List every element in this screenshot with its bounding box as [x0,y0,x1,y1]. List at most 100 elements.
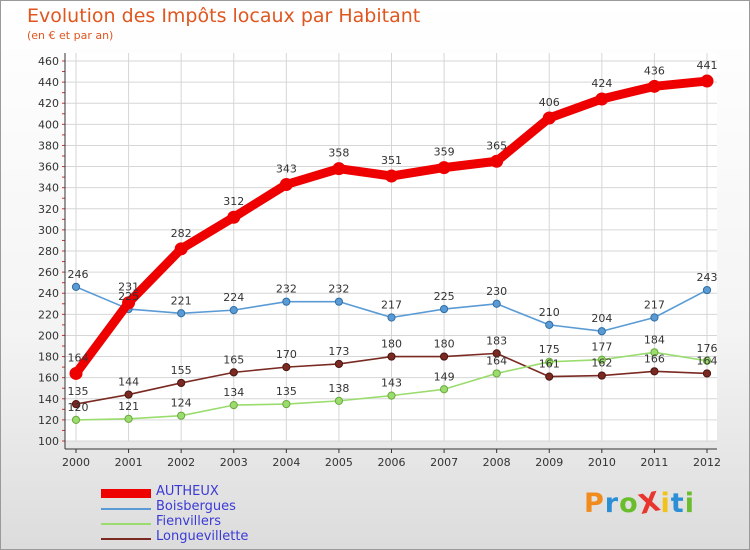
x-tick-label: 2004 [272,456,300,469]
x-tick-label: 2002 [167,456,195,469]
data-label-fienvillers: 177 [591,341,612,354]
data-label-fienvillers: 164 [486,354,507,367]
x-tick-label: 2003 [220,456,248,469]
data-point-autheux [332,162,346,176]
data-label-autheux: 358 [328,147,349,160]
logo-letter: o [619,488,639,519]
y-tick-label: 100 [38,435,59,448]
data-label-autheux: 282 [171,227,192,240]
data-point-boisbergues [545,320,554,329]
data-label-autheux: 351 [381,154,402,167]
data-label-fienvillers: 138 [328,382,349,395]
data-label-autheux: 359 [434,146,455,159]
data-point-fienvillers [387,391,396,400]
data-point-autheux [122,296,136,310]
data-point-fienvillers [439,385,449,394]
y-tick-label: 440 [38,76,59,89]
chart-subtitle: (en € et par an) [27,29,114,42]
data-label-longuevillette: 161 [539,358,560,371]
logo-letter: i [684,488,695,519]
y-tick-label: 400 [38,118,59,131]
data-label-autheux: 164 [68,351,89,364]
legend-label: Boisbergues [156,499,236,514]
data-point-fienvillers [71,415,81,424]
y-tick-label: 300 [38,224,59,237]
data-point-boisbergues [334,297,344,306]
data-label-boisbergues: 221 [171,294,192,307]
data-point-longuevillette [334,359,344,369]
data-label-autheux: 406 [539,96,560,109]
y-tick-label: 200 [38,329,59,342]
data-point-fienvillers [229,401,238,410]
data-point-autheux [437,161,451,175]
data-point-boisbergues [702,285,712,295]
data-label-longuevillette: 135 [68,385,89,398]
data-label-autheux: 424 [591,77,612,90]
data-label-boisbergues: 246 [68,268,89,281]
data-point-longuevillette [282,363,291,372]
data-label-fienvillers: 121 [118,400,139,413]
data-label-autheux: 231 [118,281,139,294]
data-point-fienvillers [177,411,186,420]
data-label-fienvillers: 149 [434,370,455,383]
data-point-longuevillette [124,390,133,399]
logo-letter: r [604,488,620,519]
data-label-autheux: 365 [486,139,507,152]
data-point-longuevillette [597,371,606,380]
data-point-autheux [490,154,504,168]
data-point-fienvillers [650,348,659,357]
y-tick-label: 180 [38,351,59,364]
data-point-autheux [279,178,293,191]
data-point-longuevillette [702,369,712,378]
y-tick-label: 380 [38,139,59,152]
data-label-longuevillette: 180 [381,338,402,351]
data-label-longuevillette: 180 [434,338,455,351]
y-tick-label: 360 [38,161,59,174]
data-point-fienvillers [492,369,501,378]
data-point-longuevillette [229,368,238,377]
y-tick-label: 420 [38,97,59,110]
data-point-fienvillers [334,396,344,405]
data-label-longuevillette: 165 [223,353,244,366]
data-point-autheux [595,92,609,106]
data-point-boisbergues [650,313,659,322]
data-label-longuevillette: 144 [118,376,139,389]
data-point-boisbergues [597,327,606,336]
data-label-fienvillers: 175 [539,343,560,356]
data-label-boisbergues: 232 [276,283,297,296]
data-label-autheux: 441 [697,59,718,72]
x-tick-label: 2007 [430,456,458,469]
data-label-autheux: 312 [223,195,244,208]
data-label-boisbergues: 210 [539,306,560,319]
data-label-boisbergues: 225 [434,290,455,303]
x-tick-label: 2011 [640,456,668,469]
data-point-boisbergues [71,282,81,291]
data-point-fienvillers [597,355,606,364]
y-tick-label: 120 [38,414,59,427]
y-tick-label: 340 [38,182,59,195]
data-point-longuevillette [650,367,659,376]
data-point-fienvillers [282,399,291,409]
x-tick-label: 2008 [483,456,511,469]
data-label-fienvillers: 143 [381,377,402,390]
chart-title: Evolution des Impôts locaux par Habitant [27,5,421,27]
logo-letter: i [660,488,671,519]
proxiti-logo: ProXiti [584,486,695,521]
data-point-autheux [385,169,398,183]
data-point-boisbergues [177,309,186,318]
data-point-autheux [542,111,556,125]
data-label-boisbergues: 230 [486,285,507,298]
y-tick-label: 240 [38,287,59,300]
x-tick-label: 2006 [378,456,406,469]
legend-label: Fienvillers [156,514,222,529]
data-label-longuevillette: 170 [276,348,297,361]
logo-letter: t [670,488,685,519]
data-label-boisbergues: 204 [591,312,612,325]
x-tick-label: 2000 [62,456,90,469]
y-tick-label: 260 [38,266,59,279]
data-label-autheux: 343 [276,163,297,176]
x-tick-label: 2005 [325,456,353,469]
data-label-boisbergues: 224 [223,291,244,304]
